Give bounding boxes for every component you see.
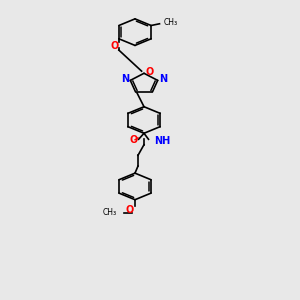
Text: N: N — [121, 74, 129, 84]
Text: O: O — [145, 67, 154, 77]
Text: O: O — [110, 41, 118, 51]
Text: CH₃: CH₃ — [103, 208, 117, 217]
Text: NH: NH — [154, 136, 170, 146]
Text: O: O — [125, 205, 134, 215]
Text: CH₃: CH₃ — [164, 18, 178, 27]
Text: O: O — [130, 135, 138, 146]
Text: N: N — [159, 74, 167, 84]
